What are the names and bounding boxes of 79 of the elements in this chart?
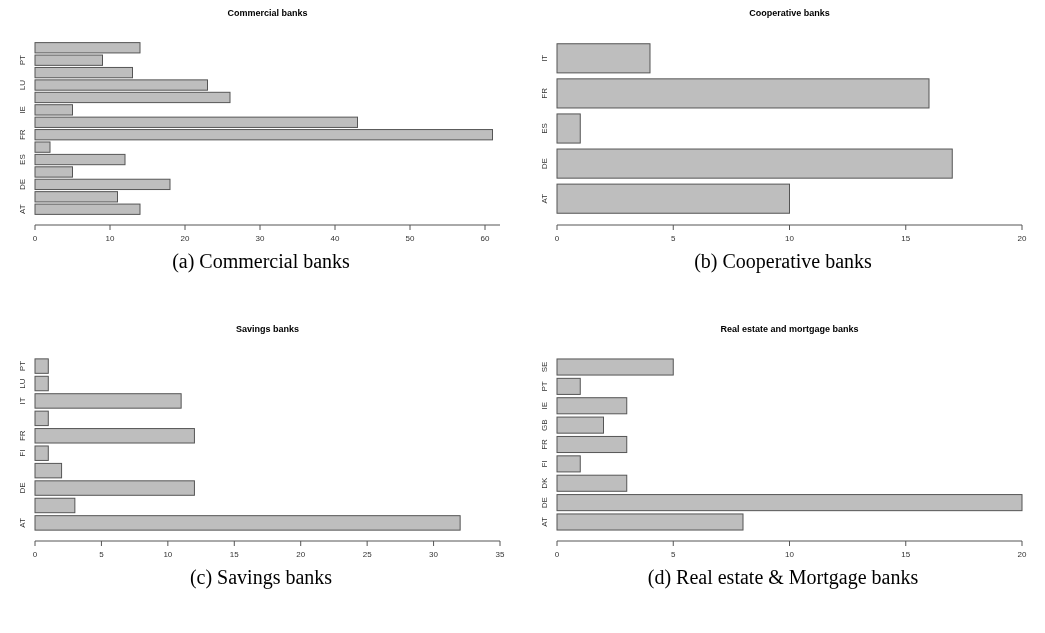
x-tick-label: 15	[901, 234, 911, 243]
x-tick-label: 5	[671, 234, 677, 243]
x-tick-label: 60	[480, 234, 490, 243]
y-tick-label: DK	[540, 477, 549, 489]
y-tick-label: FI	[18, 449, 27, 457]
bar	[556, 183, 790, 214]
x-tick-label: 50	[405, 234, 415, 243]
bar	[556, 494, 1023, 512]
x-tick-label: 10	[785, 234, 795, 243]
y-tick-label: AT	[18, 204, 27, 215]
chart-title: Commercial banks	[227, 8, 308, 18]
y-tick-label: IE	[540, 401, 549, 410]
bar	[34, 358, 49, 374]
x-tick-label: 0	[554, 550, 560, 559]
x-tick-label: 20	[296, 550, 306, 559]
bar	[556, 113, 581, 144]
chart-title: Cooperative banks	[749, 8, 830, 18]
x-tick-label: 15	[229, 550, 240, 559]
y-tick-label: ES	[18, 154, 27, 165]
x-tick-label: 10	[785, 550, 795, 559]
bar	[556, 148, 953, 179]
x-tick-label: 20	[1017, 234, 1027, 243]
x-tick-label: 35	[495, 550, 505, 559]
bar	[556, 377, 581, 395]
y-tick-label: FR	[540, 438, 549, 450]
bar	[556, 435, 628, 454]
text: (b) Cooperative banks	[694, 250, 873, 273]
y-tick-label: AT	[18, 517, 27, 528]
y-tick-label: DE	[18, 482, 27, 494]
bar	[556, 397, 628, 415]
y-tick-label: FI	[540, 460, 549, 468]
bar	[556, 513, 744, 531]
y-tick-label: ES	[540, 123, 549, 134]
x-tick-label: 0	[32, 550, 38, 559]
x-tick-label: 30	[429, 550, 439, 559]
y-tick-label: FR	[540, 87, 549, 99]
bar	[556, 43, 651, 74]
x-tick-label: 25	[362, 550, 373, 559]
x-tick-label: 40	[330, 234, 340, 243]
y-tick-label: PT	[540, 381, 549, 392]
y-tick-label: DE	[540, 158, 549, 170]
chart-title: Savings banks	[235, 324, 300, 334]
x-tick-label: 10	[163, 550, 173, 559]
y-tick-label: IT	[18, 397, 27, 405]
y-tick-label: FR	[18, 129, 27, 141]
y-tick-label: AT	[540, 517, 549, 527]
text: (c) Savings banks	[189, 566, 333, 589]
bar	[34, 515, 461, 531]
y-tick-label: PT	[18, 360, 27, 372]
bar	[556, 416, 604, 434]
x-tick-label: 0	[32, 234, 38, 243]
y-tick-label: LU	[18, 79, 27, 91]
y-tick-label: FR	[18, 430, 27, 442]
x-tick-label: 20	[1017, 550, 1027, 559]
x-tick-label: 5	[671, 550, 677, 559]
x-tick-label: 30	[255, 234, 265, 243]
x-tick-label: 5	[99, 550, 105, 559]
bar	[34, 375, 49, 392]
y-tick-label: SE	[540, 361, 549, 373]
x-tick-label: 20	[180, 234, 190, 243]
y-tick-label: IT	[540, 54, 549, 62]
y-tick-label: DE	[18, 178, 27, 190]
y-tick-label: IE	[18, 106, 27, 114]
bar	[556, 358, 674, 376]
bar	[556, 474, 628, 492]
x-tick-label: 0	[554, 234, 560, 243]
x-tick-label: 10	[105, 234, 115, 243]
x-tick-label: 15	[901, 550, 911, 559]
y-tick-label: DE	[540, 497, 549, 509]
bar	[556, 78, 930, 109]
text: (d) Real estate & Mortgage banks	[647, 566, 919, 589]
y-tick-label: LU	[18, 378, 27, 389]
bar	[556, 455, 581, 473]
text: (a) Commercial banks	[172, 250, 351, 273]
y-tick-label: AT	[540, 193, 549, 204]
chart-title: Real estate and mortgage banks	[720, 324, 859, 334]
bar	[34, 497, 76, 514]
y-tick-label: GB	[540, 419, 549, 431]
y-tick-label: PT	[18, 54, 27, 66]
